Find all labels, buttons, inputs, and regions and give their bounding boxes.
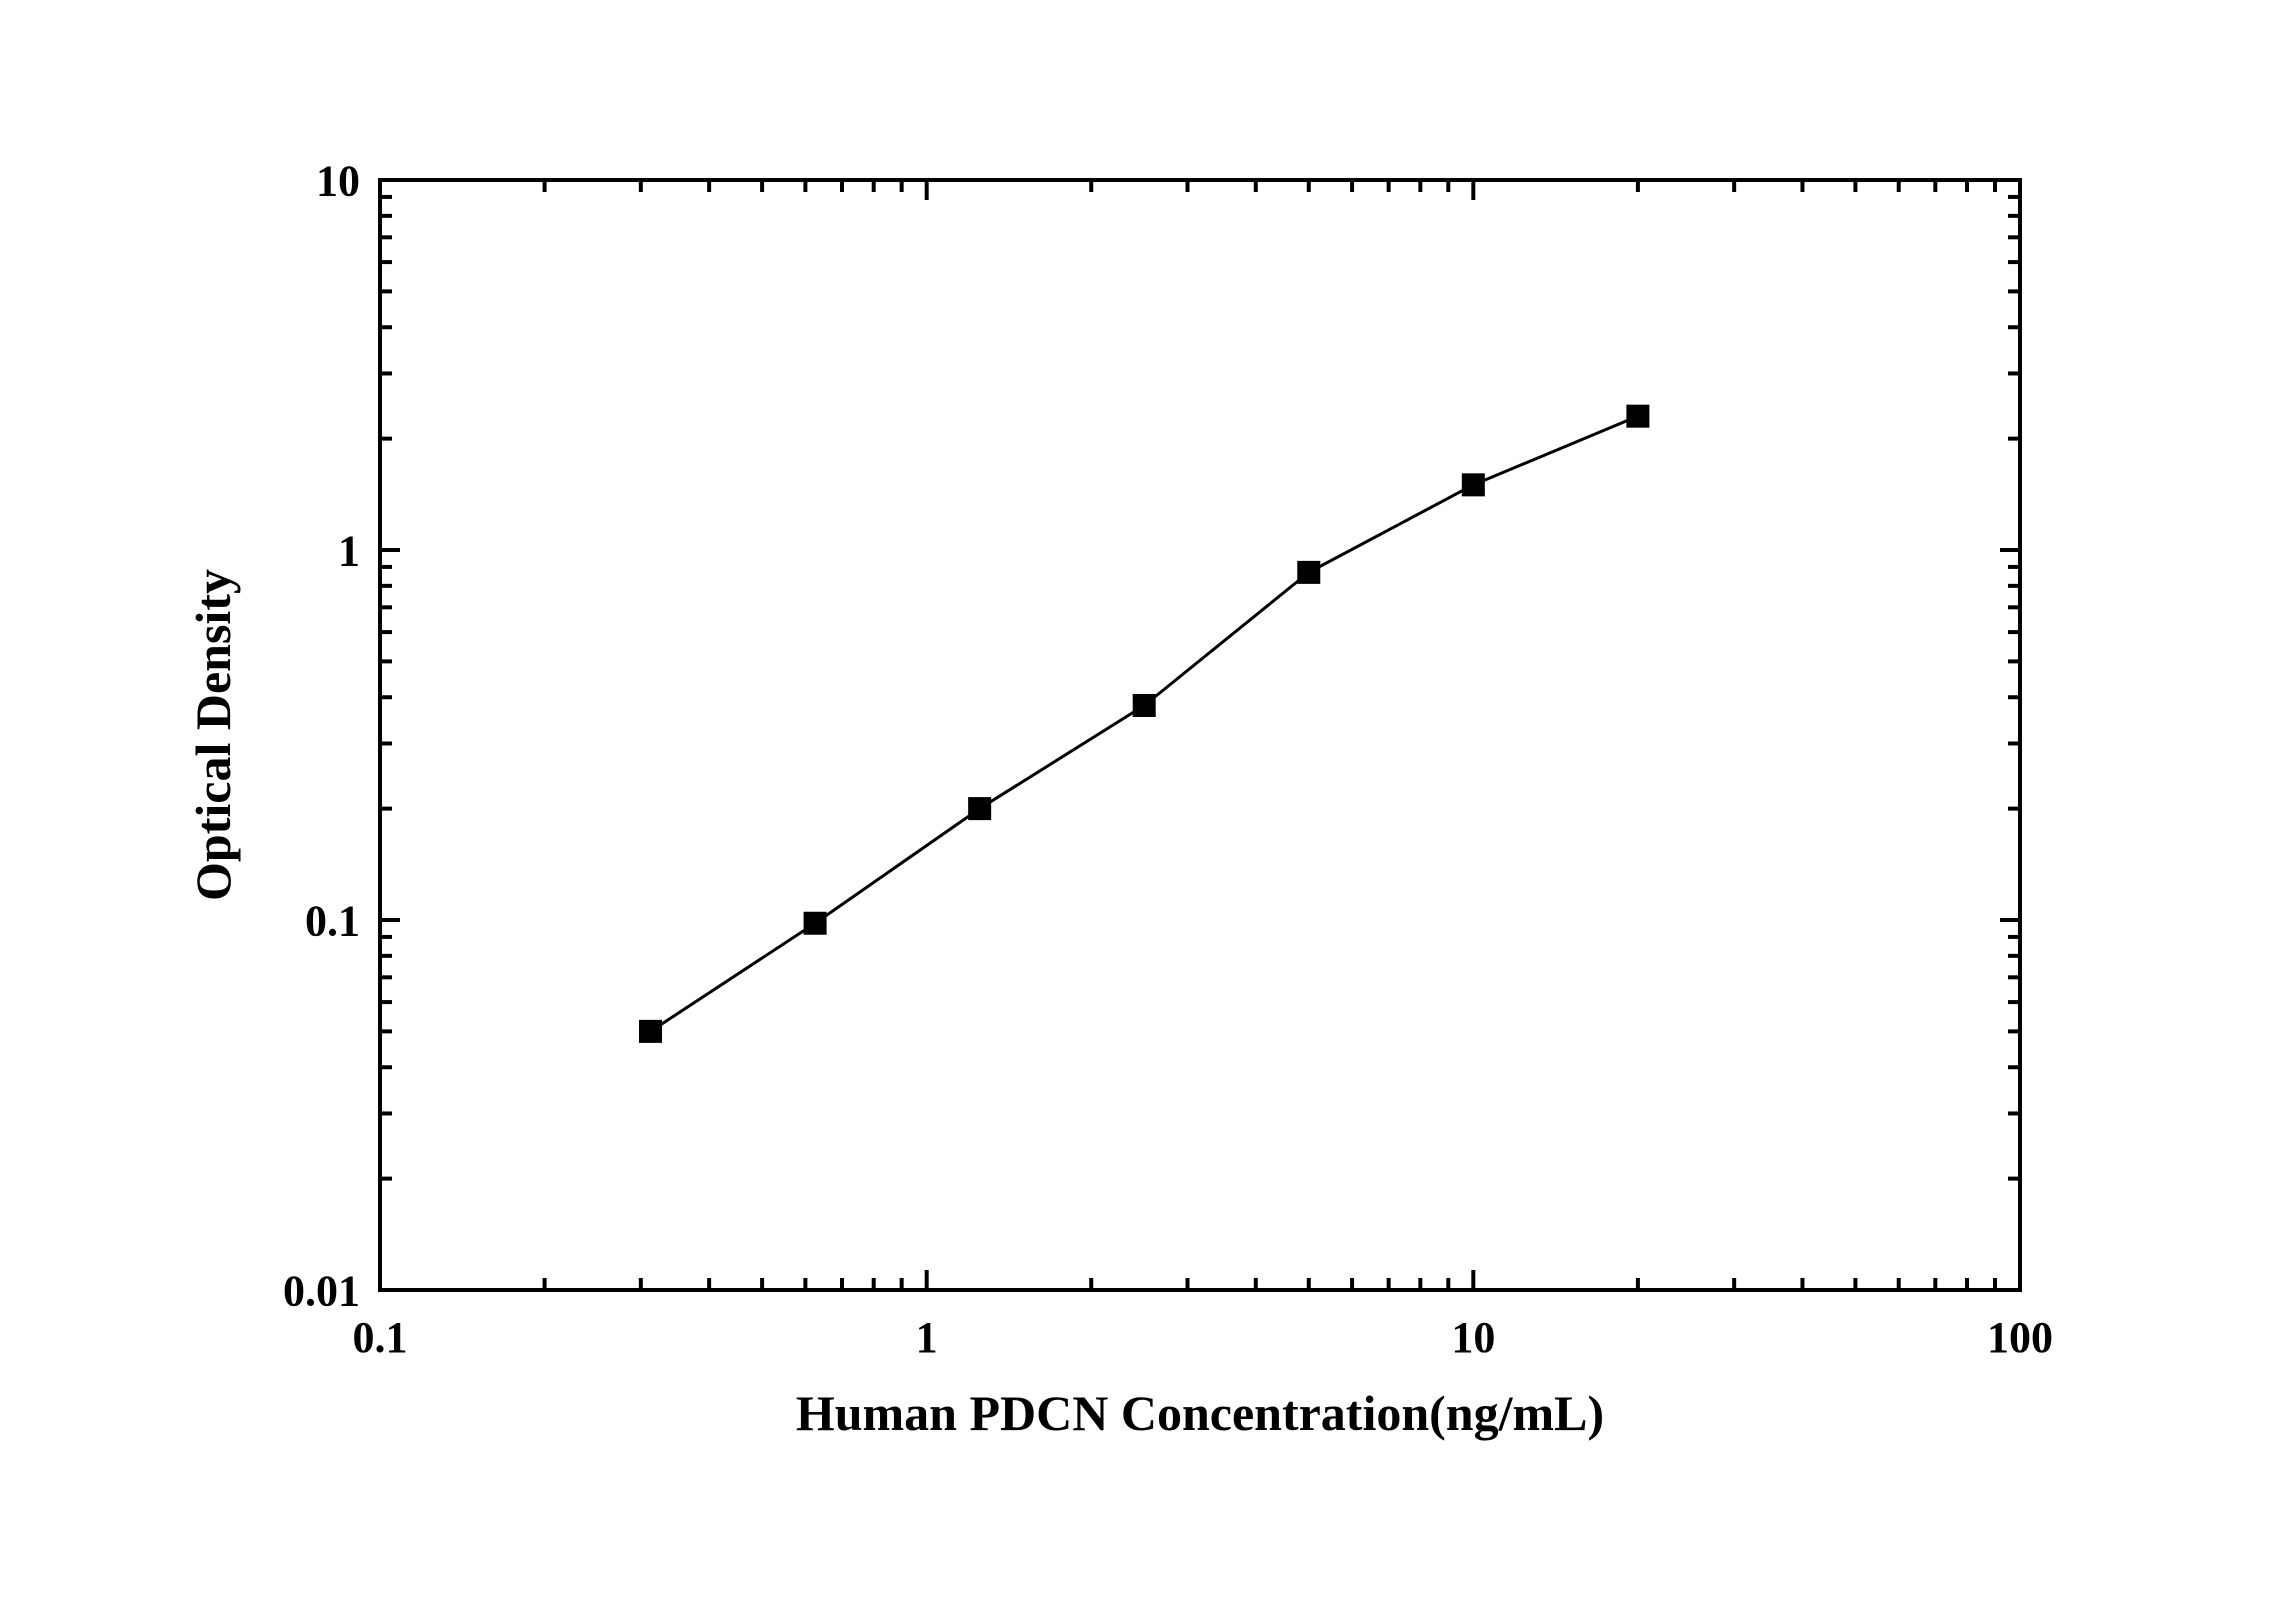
data-marker	[1133, 694, 1155, 716]
x-tick-label: 10	[1451, 1313, 1495, 1362]
y-tick-label: 1	[338, 526, 360, 575]
x-tick-label: 1	[916, 1313, 938, 1362]
chart-container: 0.11101000.010.1110Human PDCN Concentrat…	[0, 0, 2296, 1604]
x-tick-label: 100	[1987, 1313, 2053, 1362]
y-tick-label: 0.1	[305, 896, 360, 945]
data-marker	[969, 798, 991, 820]
y-axis-label: Optical Density	[185, 569, 241, 901]
data-marker	[804, 912, 826, 934]
chart-svg: 0.11101000.010.1110Human PDCN Concentrat…	[0, 0, 2296, 1604]
data-marker	[1462, 474, 1484, 496]
x-tick-label: 0.1	[353, 1313, 408, 1362]
x-axis-label: Human PDCN Concentration(ng/mL)	[796, 1385, 1604, 1441]
y-tick-label: 10	[316, 156, 360, 205]
data-marker	[1298, 561, 1320, 583]
data-marker	[640, 1020, 662, 1042]
y-tick-label: 0.01	[283, 1266, 360, 1315]
data-marker	[1627, 405, 1649, 427]
